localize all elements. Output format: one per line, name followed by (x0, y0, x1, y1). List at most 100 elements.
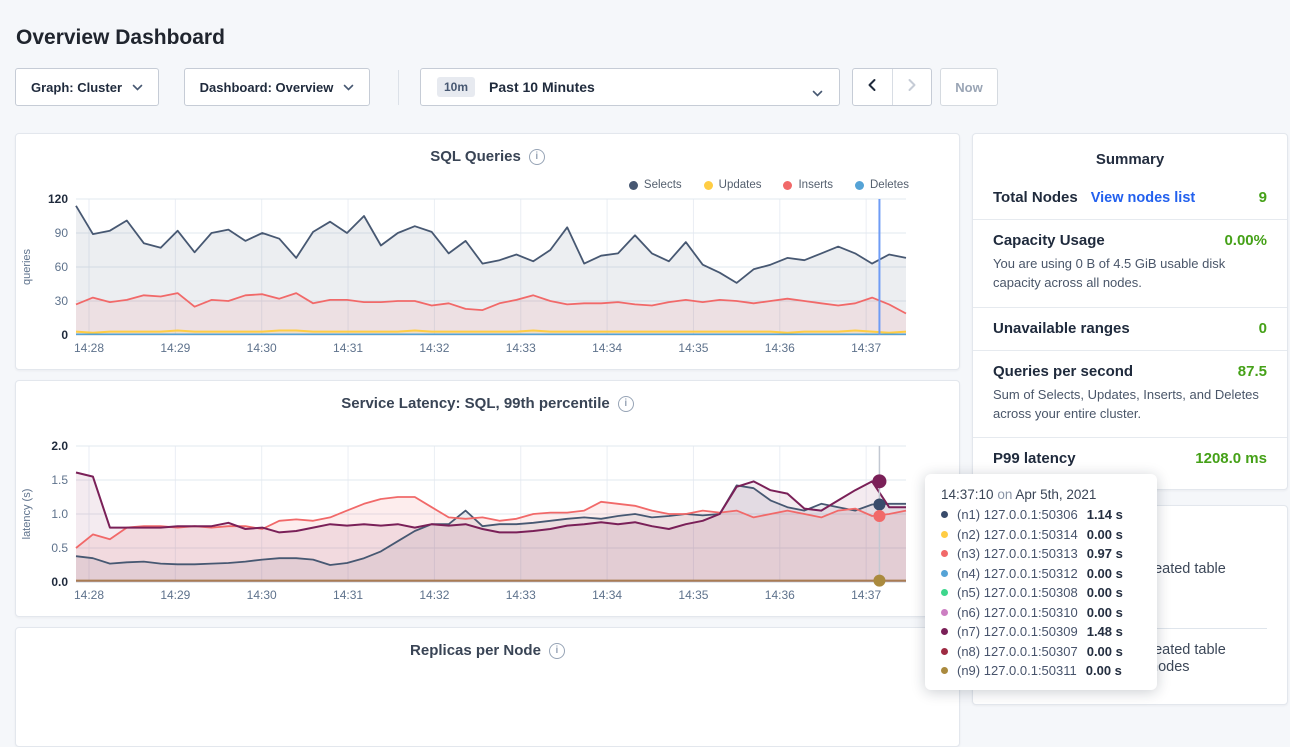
legend-item-updates[interactable]: Updates (703, 179, 762, 191)
node-latency-value: 1.48 s (1086, 624, 1123, 639)
tooltip-row: (n2) 127.0.0.1:50314 0.00 s (941, 527, 1141, 542)
legend-item-deletes[interactable]: Deletes (855, 179, 909, 191)
legend-label: Updates (718, 179, 762, 191)
legend-dot (628, 180, 638, 190)
node-address: (n6) 127.0.0.1:50310 (957, 604, 1078, 620)
time-range-dropdown[interactable]: 10m Past 10 Minutes (420, 68, 840, 106)
svg-text:14:33: 14:33 (506, 341, 536, 355)
summary-value: 0 (1258, 319, 1267, 337)
node-latency-value: 1.14 s (1086, 507, 1123, 522)
node-color-dot (941, 628, 948, 635)
svg-text:0: 0 (61, 328, 68, 342)
node-latency-value: 0.00 s (1086, 565, 1123, 581)
time-range-badge: 10m (437, 77, 476, 97)
tooltip-row: (n8) 127.0.0.1:50307 0.00 s (941, 644, 1141, 659)
summary-title: Summary (1095, 151, 1165, 168)
svg-text:14:32: 14:32 (419, 588, 449, 602)
summary-label: Unavailable ranges (993, 319, 1130, 337)
toolbar-divider (398, 70, 399, 105)
node-address: (n4) 127.0.0.1:50312 (957, 565, 1078, 581)
summary-subtext: You are using 0 B of 4.5 GiB usable disk… (993, 256, 1226, 290)
chart-title-text: Replicas per Node (410, 642, 541, 659)
page-title: Overview Dashboard (16, 26, 225, 50)
tooltip-date: Apr 5th, 2021 (1015, 487, 1097, 502)
svg-text:14:29: 14:29 (160, 588, 190, 602)
chart-title-text: Service Latency: SQL, 99th percentile (341, 395, 610, 412)
dashboard-dropdown[interactable]: Dashboard: Overview (184, 68, 370, 106)
node-latency-value: 0.97 s (1086, 546, 1123, 561)
graph-dropdown-label: Graph: Cluster (30, 79, 122, 95)
node-address: (n5) 127.0.0.1:50308 (957, 585, 1078, 600)
node-address: (n3) 127.0.0.1:50313 (957, 546, 1078, 561)
now-button[interactable]: Now (940, 68, 998, 106)
chevron-left-icon (866, 78, 878, 97)
event-row: nodes (1150, 659, 1190, 675)
chevron-right-icon (906, 78, 918, 97)
svg-text:0.0: 0.0 (51, 575, 68, 589)
legend-dot (783, 180, 793, 190)
svg-text:14:31: 14:31 (333, 588, 363, 602)
summary-row: Capacity Usage 0.00% You are using 0 B of … (973, 219, 1287, 307)
node-color-dot (941, 608, 948, 616)
svg-text:0.5: 0.5 (51, 541, 68, 555)
service-latency-chart[interactable]: 14:28 14:29 14:30 14:31 14:32 14:33 14:34 14:35… (16, 381, 961, 618)
time-range-label: Past 10 Minutes (489, 79, 595, 95)
tooltip-on-word: on (997, 487, 1013, 502)
tooltip-rows: (n1) 127.0.0.1:50306 1.14 s (n2) 127.0.0.1… (941, 507, 1141, 678)
dashboard-dropdown-label: Dashboard: Overview (199, 79, 334, 95)
summary-row: Queries per second 87.5 Sum of Selects, Up… (973, 349, 1287, 438)
time-step-buttons (852, 68, 932, 106)
node-color-dot (941, 511, 948, 518)
node-latency-value: 0.00 s (1086, 604, 1123, 620)
svg-text:14:28: 14:28 (74, 341, 104, 355)
node-color-dot (941, 589, 948, 596)
svg-text:14:30: 14:30 (247, 341, 277, 355)
sql-queries-chart[interactable]: 14:28 14:29 14:30 14:31 14:32 14:33 14:34 14:35… (16, 134, 961, 371)
node-latency-value: 0.00 s (1086, 643, 1123, 659)
svg-text:14:35: 14:35 (678, 341, 708, 355)
node-address: (n2) 127.0.0.1:50314 (957, 526, 1078, 542)
view-nodes-list-link[interactable]: View nodes list (1090, 190, 1196, 206)
svg-text:14:37: 14:37 (851, 588, 881, 602)
info-icon[interactable]: i (617, 395, 634, 412)
event-row: created table (1142, 561, 1226, 577)
node-color-dot (941, 667, 948, 674)
summary-row: P99 latency 1208.0 ms (973, 437, 1287, 480)
svg-text:30: 30 (55, 294, 69, 308)
summary-label: P99 latency (993, 450, 1076, 468)
chart-title: Service Latency: SQL, 99th percentile i (16, 395, 959, 412)
chart-title: Replicas per Node i (16, 642, 959, 659)
summary-value: 87.5 (1237, 362, 1267, 380)
svg-text:2.0: 2.0 (51, 439, 68, 453)
svg-text:14:30: 14:30 (247, 588, 277, 602)
node-address: (n1) 127.0.0.1:50306 (957, 507, 1078, 522)
legend-label: Deletes (870, 179, 909, 191)
tooltip-row: (n1) 127.0.0.1:50306 1.14 s (941, 507, 1141, 522)
svg-text:14:34: 14:34 (592, 341, 622, 355)
svg-text:14:32: 14:32 (419, 341, 449, 355)
legend-label: Inserts (798, 179, 833, 191)
svg-text:1.5: 1.5 (51, 473, 68, 487)
tooltip-row: (n5) 127.0.0.1:50308 0.00 s (941, 585, 1141, 600)
node-color-dot (941, 530, 948, 538)
service-latency-panel: 14:28 14:29 14:30 14:31 14:32 14:33 14:34 14:35… (15, 380, 960, 617)
summary-value: 9 (1258, 189, 1267, 206)
legend-item-selects[interactable]: Selects (628, 179, 682, 191)
replicas-per-node-panel: Replicas per Node i (15, 627, 960, 747)
event-row: created table (1142, 642, 1226, 658)
legend-dot (703, 180, 713, 190)
tooltip-row: (n4) 127.0.0.1:50312 0.00 s (941, 566, 1141, 581)
info-icon[interactable]: i (548, 642, 565, 659)
svg-text:1.0: 1.0 (51, 507, 68, 521)
legend-item-inserts[interactable]: Inserts (783, 179, 833, 191)
summary-value: 1208.0 ms (1195, 450, 1267, 468)
graph-dropdown[interactable]: Graph: Cluster (15, 68, 159, 106)
tooltip-time: 14:37:10 (941, 487, 994, 502)
prev-time-button[interactable] (853, 69, 892, 105)
tooltip-row: (n3) 127.0.0.1:50313 0.97 s (941, 546, 1141, 561)
node-address: (n7) 127.0.0.1:50309 (957, 624, 1078, 639)
info-icon[interactable]: i (528, 148, 545, 165)
chart-title: SQL Queries i (16, 148, 959, 165)
next-time-button[interactable] (891, 69, 931, 105)
summary-panel: Summary Total Nodes View nodes list 9 Capac… (972, 133, 1288, 490)
